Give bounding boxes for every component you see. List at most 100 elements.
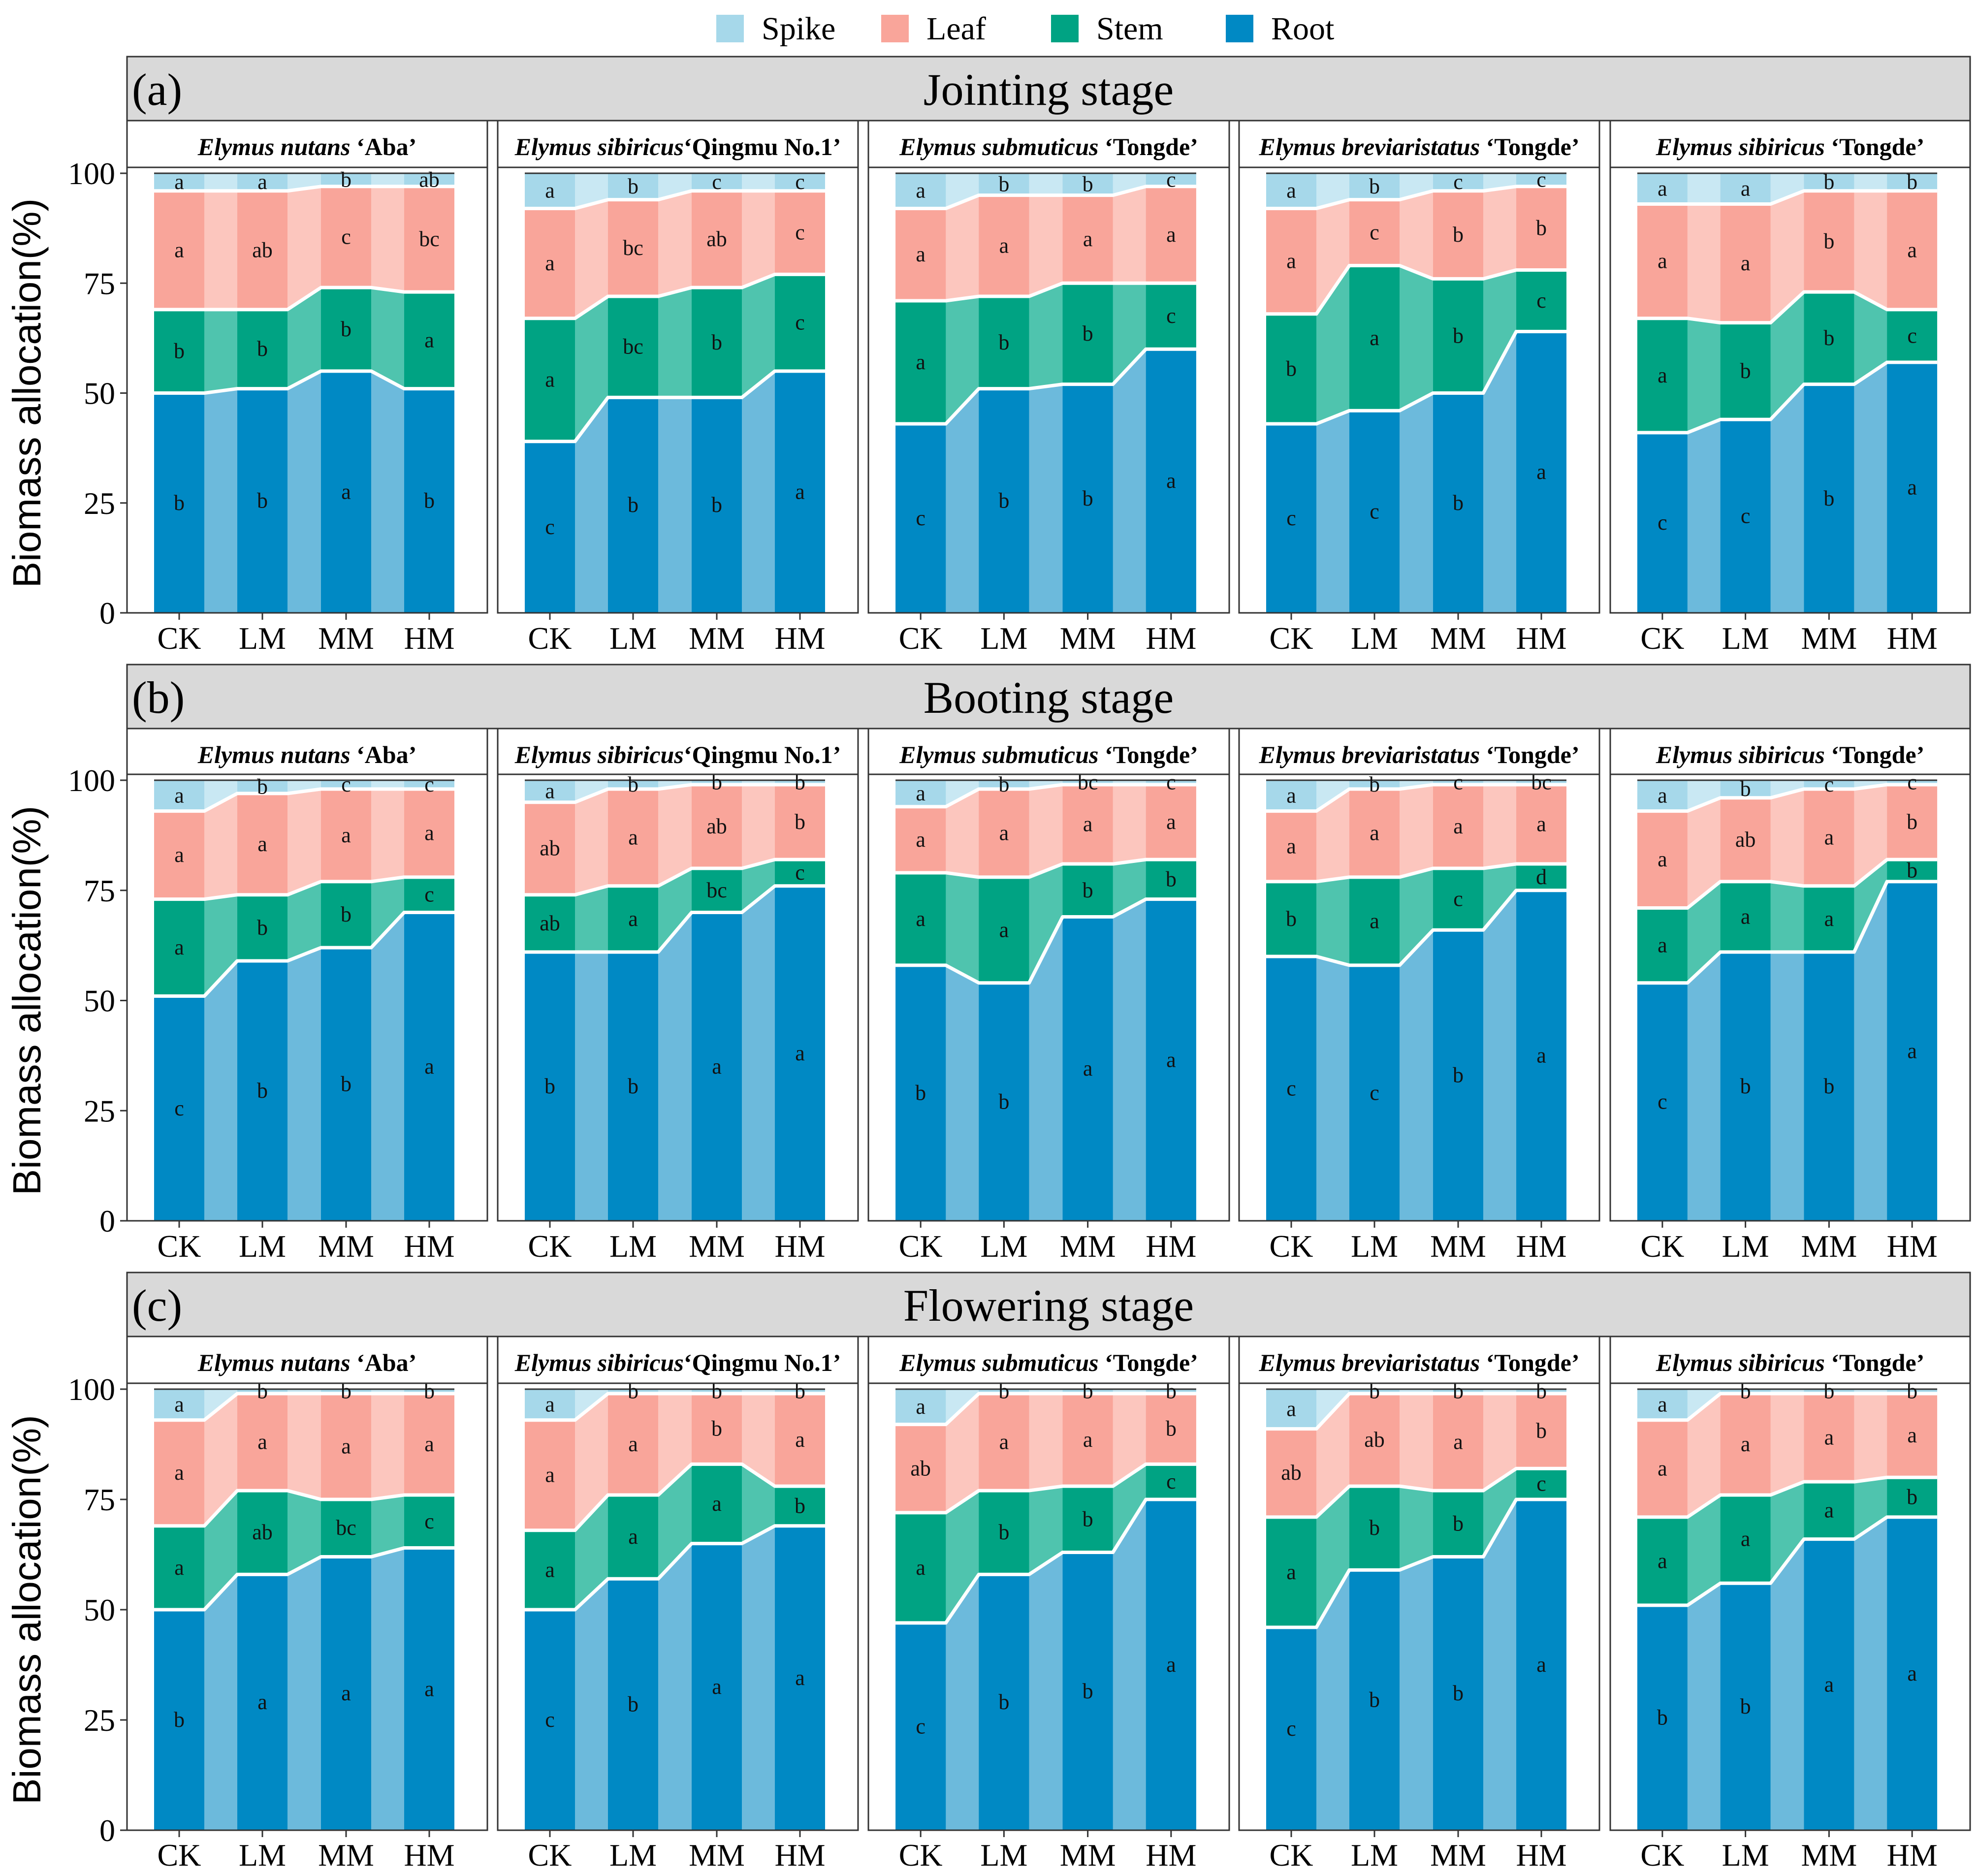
bar-spike-lm bbox=[237, 173, 287, 191]
bar-stem-hm bbox=[775, 1486, 825, 1526]
stage-title: Flowering stage bbox=[903, 1280, 1194, 1331]
connector-leaf bbox=[1483, 186, 1517, 279]
x-tick-label-lm: LM bbox=[1351, 1838, 1398, 1873]
bar-spike-hm bbox=[1887, 173, 1938, 191]
x-tick-label-mm: MM bbox=[1060, 1838, 1116, 1873]
legend-swatch-leaf bbox=[881, 15, 909, 42]
letter-root-hm: a bbox=[1907, 1661, 1917, 1685]
letter-stem-ck: b bbox=[1286, 356, 1297, 381]
facet-strip bbox=[1238, 120, 1600, 168]
bar-spike-mm bbox=[1433, 173, 1483, 191]
letter-spike-hm: b bbox=[1907, 1379, 1917, 1403]
letter-leaf-hm: a bbox=[795, 1428, 805, 1452]
letter-leaf-ck: a bbox=[174, 843, 184, 867]
y-tick-label: 25 bbox=[84, 486, 115, 521]
panel-frame bbox=[1609, 166, 1971, 614]
letter-spike-ck: a bbox=[1658, 1392, 1667, 1416]
x-tick-label-ck: CK bbox=[1270, 1838, 1313, 1873]
x-tick-label-lm: LM bbox=[609, 1838, 657, 1873]
bar-leaf-ck bbox=[525, 1420, 575, 1530]
connector-spike bbox=[204, 173, 238, 191]
facet-species: Elymus sibiricus bbox=[1656, 133, 1825, 160]
letter-stem-mm: a bbox=[712, 1492, 722, 1516]
bar-leaf-ck bbox=[1637, 204, 1688, 318]
letter-spike-mm: c bbox=[1824, 772, 1834, 796]
letter-root-lm: b bbox=[628, 1692, 638, 1717]
letter-spike-ck: a bbox=[916, 781, 925, 805]
letter-stem-ck: ab bbox=[540, 911, 560, 935]
facet-species: Elymus sibiricus bbox=[1656, 1349, 1825, 1376]
connector-root bbox=[574, 1578, 608, 1831]
letter-spike-mm: b bbox=[711, 770, 722, 794]
letter-stem-hm: c bbox=[1166, 304, 1176, 328]
y-tick-label: 100 bbox=[68, 1372, 115, 1407]
letter-spike-hm: b bbox=[795, 770, 805, 794]
letter-spike-ck: a bbox=[1286, 783, 1296, 807]
stage-tag: (b) bbox=[132, 672, 185, 723]
facet-strip bbox=[1609, 120, 1971, 168]
facet-title: Elymus sibiricus ‘Tongde’ bbox=[1656, 133, 1925, 160]
panel-0-2: Elymus submuticus ‘Tongde’ c b b a a b b c a a a a a b… bbox=[867, 120, 1230, 656]
letter-stem-hm: c bbox=[424, 883, 434, 907]
letter-spike-lm: b bbox=[628, 1379, 638, 1403]
x-tick-label-ck: CK bbox=[1640, 1229, 1684, 1264]
bar-root-lm bbox=[1720, 952, 1771, 1221]
letter-spike-ck: a bbox=[545, 779, 555, 803]
letter-leaf-lm: c bbox=[1370, 221, 1379, 245]
bar-leaf-lm bbox=[1720, 797, 1771, 882]
bar-root-lm bbox=[237, 388, 287, 613]
bar-stem-mm bbox=[321, 287, 371, 371]
connector-root bbox=[658, 397, 692, 613]
letter-spike-mm: c bbox=[1453, 770, 1463, 794]
letter-leaf-mm: ab bbox=[706, 227, 727, 251]
letter-spike-hm: c bbox=[795, 170, 805, 194]
x-tick-label-lm: LM bbox=[609, 621, 657, 656]
x-tick-label-lm: LM bbox=[1722, 1838, 1769, 1873]
letter-root-ck: c bbox=[1286, 1717, 1296, 1741]
letter-leaf-lm: a bbox=[999, 1430, 1009, 1454]
bar-spike-hm bbox=[404, 173, 454, 187]
connector-spike bbox=[741, 173, 775, 191]
bar-stem-hm bbox=[404, 1495, 454, 1548]
y-tick-label: 25 bbox=[84, 1703, 115, 1738]
bar-root-ck bbox=[154, 1610, 204, 1830]
connector-leaf bbox=[287, 789, 321, 895]
letter-spike-hm: ab bbox=[419, 167, 440, 191]
bar-spike-hm bbox=[1516, 780, 1566, 785]
connector-root bbox=[574, 952, 608, 1221]
letter-stem-mm: b bbox=[1453, 323, 1464, 348]
connector-root bbox=[741, 370, 775, 613]
letter-leaf-mm: a bbox=[341, 823, 351, 847]
boundary-root bbox=[1637, 880, 1938, 985]
letter-leaf-hm: a bbox=[1536, 812, 1546, 836]
y-axis-label: Biomass allocation(%) bbox=[5, 198, 49, 588]
stage-title: Jointing stage bbox=[924, 64, 1174, 115]
x-tick-label-lm: LM bbox=[239, 621, 286, 656]
bar-spike-lm bbox=[1349, 173, 1400, 200]
bar-spike-hm bbox=[1146, 173, 1196, 187]
letter-leaf-ck: a bbox=[916, 827, 925, 852]
y-tick-label: 75 bbox=[84, 1482, 115, 1517]
letter-spike-hm: c bbox=[424, 772, 434, 796]
bar-root-ck bbox=[1637, 1605, 1688, 1830]
facet-strip bbox=[126, 1335, 488, 1384]
boundary-root bbox=[895, 347, 1196, 426]
legend-item-spike: Spike bbox=[716, 11, 835, 47]
x-tick-label-hm: HM bbox=[1887, 1229, 1938, 1264]
letter-leaf-hm: a bbox=[1166, 223, 1176, 247]
bar-root-lm bbox=[1720, 419, 1771, 613]
facet-species: Elymus breviaristatus bbox=[1258, 1349, 1480, 1376]
bar-root-ck bbox=[1637, 983, 1688, 1221]
boundary-leaf bbox=[154, 185, 454, 193]
bar-root-mm bbox=[1062, 917, 1113, 1221]
connector-root bbox=[204, 388, 238, 613]
letter-root-mm: b bbox=[1453, 1063, 1464, 1087]
letter-leaf-ck: ab bbox=[910, 1456, 931, 1480]
letter-root-mm: a bbox=[712, 1054, 722, 1079]
letter-spike-hm: c bbox=[1907, 770, 1917, 794]
connector-stem bbox=[1028, 283, 1063, 389]
connector-root bbox=[1770, 383, 1804, 613]
bar-leaf-mm bbox=[692, 784, 742, 868]
bar-root-lm bbox=[237, 1574, 287, 1830]
